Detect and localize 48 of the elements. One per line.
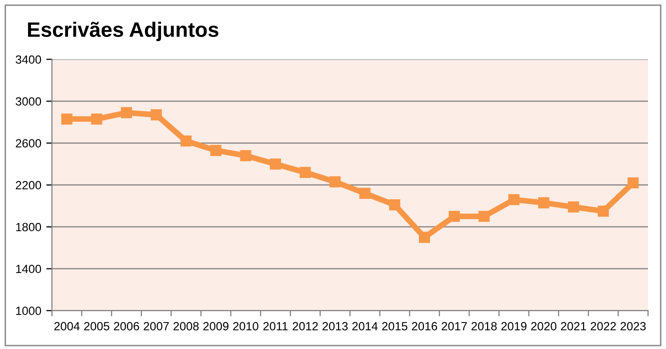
- y-tick-label: 1800: [16, 222, 42, 232]
- x-tick-label: 2013: [322, 322, 348, 330]
- point: [568, 201, 580, 213]
- x-tick-label: 2006: [114, 322, 140, 330]
- point: [330, 176, 341, 188]
- point: [448, 210, 460, 222]
- x-tick-label: 2015: [382, 322, 408, 330]
- x-tick-label: 2007: [144, 322, 169, 330]
- y-tick-label: 1400: [16, 264, 42, 274]
- y-tick-label: 3400: [16, 55, 42, 64]
- x-tick-label: 2014: [352, 322, 378, 330]
- point: [628, 177, 639, 188]
- x-tick-label: 2020: [531, 322, 556, 330]
- point: [418, 232, 430, 243]
- point: [300, 166, 311, 178]
- point: [270, 158, 282, 170]
- y-tick-label: 2600: [16, 139, 42, 148]
- point: [598, 206, 609, 217]
- x-tick-label: 2008: [174, 322, 199, 330]
- y-tick-label: 2200: [16, 181, 42, 190]
- point: [120, 107, 132, 118]
- point: [240, 150, 252, 162]
- point: [389, 199, 400, 210]
- x-tick-label: 2021: [560, 322, 586, 330]
- x-tick-label: 2017: [442, 322, 467, 330]
- chart-title: Escrivães Adjuntos: [28, 22, 218, 42]
- x-tick-label: 2022: [590, 322, 616, 330]
- y-tick-label: 1000: [16, 306, 42, 316]
- y-tick-label: 3000: [16, 97, 42, 106]
- x-tick-label: 2023: [620, 322, 646, 330]
- x-tick-label: 2004: [54, 322, 80, 330]
- point: [61, 113, 72, 125]
- x-tick-label: 2009: [203, 322, 228, 330]
- x-tick-label: 2019: [501, 322, 526, 330]
- x-tick-label: 2010: [233, 322, 258, 330]
- point: [508, 194, 520, 206]
- x-tick-label: 2012: [292, 322, 318, 330]
- x-tick-label: 2005: [84, 322, 110, 330]
- point: [210, 144, 222, 156]
- x-tick-label: 2018: [472, 322, 497, 330]
- point: [478, 210, 490, 222]
- point: [359, 188, 370, 199]
- x-tick-label: 2011: [263, 322, 288, 330]
- point: [180, 135, 192, 147]
- point: [91, 113, 102, 125]
- x-tick-label: 2016: [412, 322, 438, 330]
- point: [150, 109, 162, 120]
- point: [538, 197, 550, 208]
